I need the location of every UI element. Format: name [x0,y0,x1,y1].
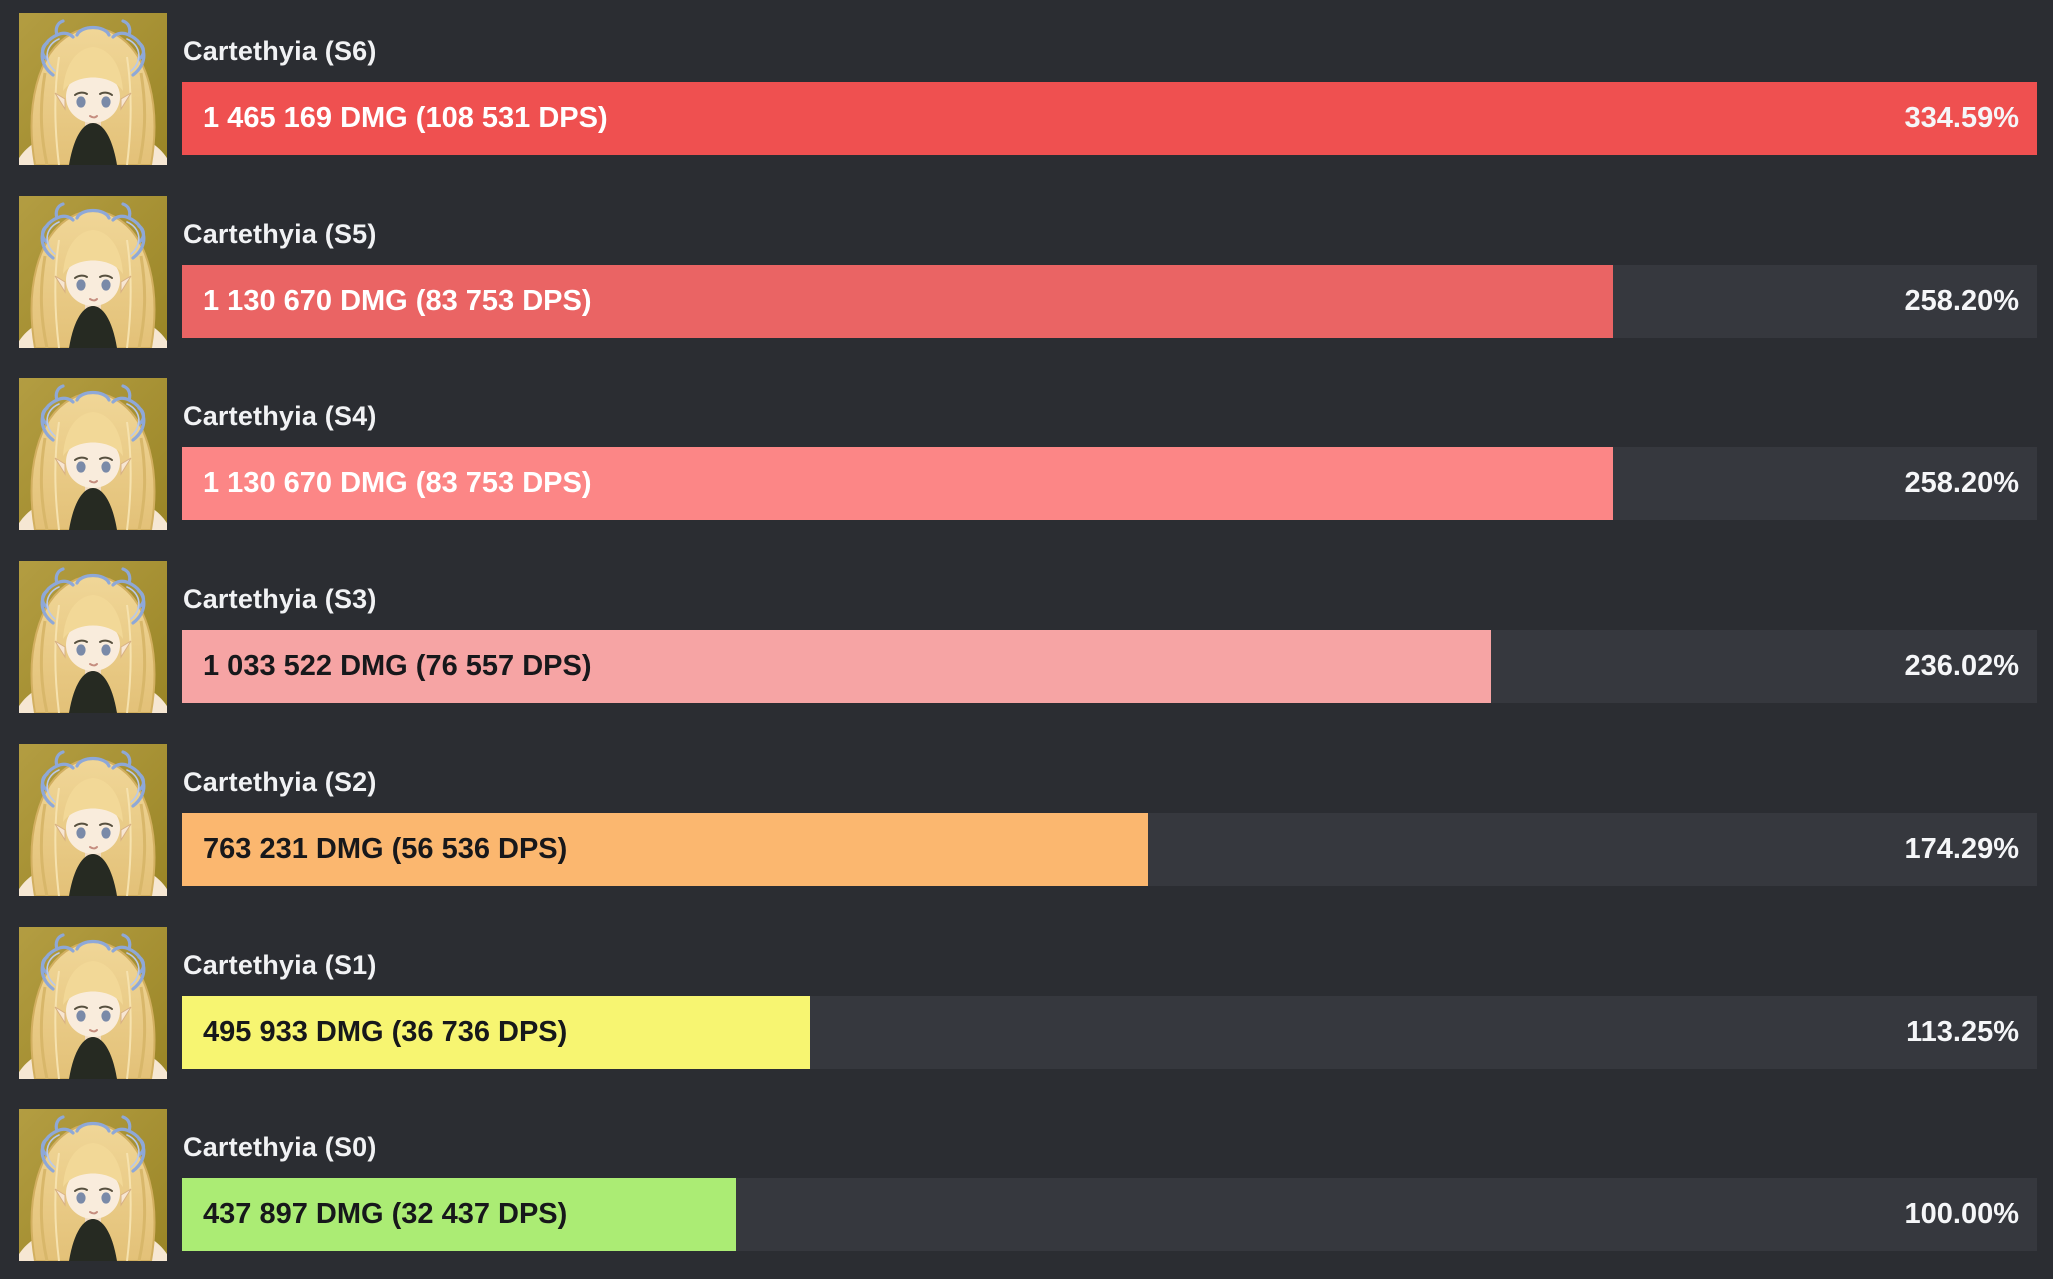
character-name-label: Cartethyia (S0) [183,1132,377,1163]
bar-damage-label: 495 933 DMG (36 736 DPS) [203,1015,568,1048]
bar-track: 1 130 670 DMG (83 753 DPS) 258.20% [182,447,2037,521]
character-name-label: Cartethyia (S5) [183,218,377,249]
dps-bar: 437 897 DMG (32 437 DPS) [182,1178,737,1252]
bar-track: 763 231 DMG (56 536 DPS) 174.29% [182,812,2037,886]
character-portrait-image [19,195,167,348]
bar-track: 1 033 522 DMG (76 557 DPS) 236.02% [182,630,2037,704]
character-portrait-image [19,743,167,896]
bar-track: 437 897 DMG (32 437 DPS) 100.00% [182,1178,2037,1252]
character-name-label: Cartethyia (S6) [183,36,377,66]
bar-percent-label: 334.59% [1904,102,2020,134]
character-avatar [19,1109,167,1262]
character-name-label: Cartethyia (S1) [183,949,377,980]
dps-row: Cartethyia (S5) 1 130 670 DMG (83 753 DP… [0,183,2053,366]
dps-bar: 495 933 DMG (36 736 DPS) [182,995,810,1069]
bar-track: 495 933 DMG (36 736 DPS) 113.25% [182,995,2037,1069]
character-avatar [19,926,167,1079]
bar-percent-label: 258.20% [1904,467,2020,500]
character-portrait-image [19,378,167,531]
character-avatar [19,378,167,531]
character-name-label: Cartethyia (S4) [183,401,377,432]
dps-bar: 1 033 522 DMG (76 557 DPS) [182,630,1491,704]
bar-damage-label: 1 130 670 DMG (83 753 DPS) [203,284,592,317]
dps-bar: 1 130 670 DMG (83 753 DPS) [182,447,1614,521]
bar-percent-label: 113.25% [1906,1015,2019,1048]
character-portrait-image [19,926,167,1079]
character-portrait-image [19,13,167,165]
dps-row: Cartethyia (S6) 1 465 169 DMG (108 531 D… [0,0,2053,183]
character-name-label: Cartethyia (S3) [183,584,377,615]
character-portrait-image [19,1109,167,1262]
dps-bar: 1 130 670 DMG (83 753 DPS) [182,264,1614,338]
character-portrait-image [19,561,167,714]
bar-percent-label: 258.20% [1904,284,2020,317]
bar-damage-label: 763 231 DMG (56 536 DPS) [203,832,568,865]
bar-percent-label: 174.29% [1904,832,2020,865]
character-name-label: Cartethyia (S2) [183,766,377,797]
bar-track: 1 130 670 DMG (83 753 DPS) 258.20% [182,264,2037,338]
bar-damage-label: 437 897 DMG (32 437 DPS) [203,1198,568,1231]
character-avatar [19,561,167,714]
dps-bar: 1 465 169 DMG (108 531 DPS) [182,82,2037,155]
bar-percent-label: 100.00% [1904,1198,2020,1231]
dps-row: Cartethyia (S1) 495 933 DMG (36 736 DPS)… [0,914,2053,1097]
dps-row: Cartethyia (S3) 1 033 522 DMG (76 557 DP… [0,548,2053,731]
bar-track: 1 465 169 DMG (108 531 DPS) 334.59% [182,82,2037,155]
dps-row: Cartethyia (S4) 1 130 670 DMG (83 753 DP… [0,365,2053,548]
dps-row: Cartethyia (S0) 437 897 DMG (32 437 DPS)… [0,1096,2053,1279]
dps-row: Cartethyia (S2) 763 231 DMG (56 536 DPS)… [0,731,2053,914]
bar-damage-label: 1 465 169 DMG (108 531 DPS) [203,102,608,134]
dps-bar: 763 231 DMG (56 536 DPS) [182,812,1149,886]
character-avatar [19,743,167,896]
bar-damage-label: 1 033 522 DMG (76 557 DPS) [203,650,592,683]
character-avatar [19,13,167,165]
character-avatar [19,195,167,348]
bar-damage-label: 1 130 670 DMG (83 753 DPS) [203,467,592,500]
bar-percent-label: 236.02% [1904,650,2020,683]
